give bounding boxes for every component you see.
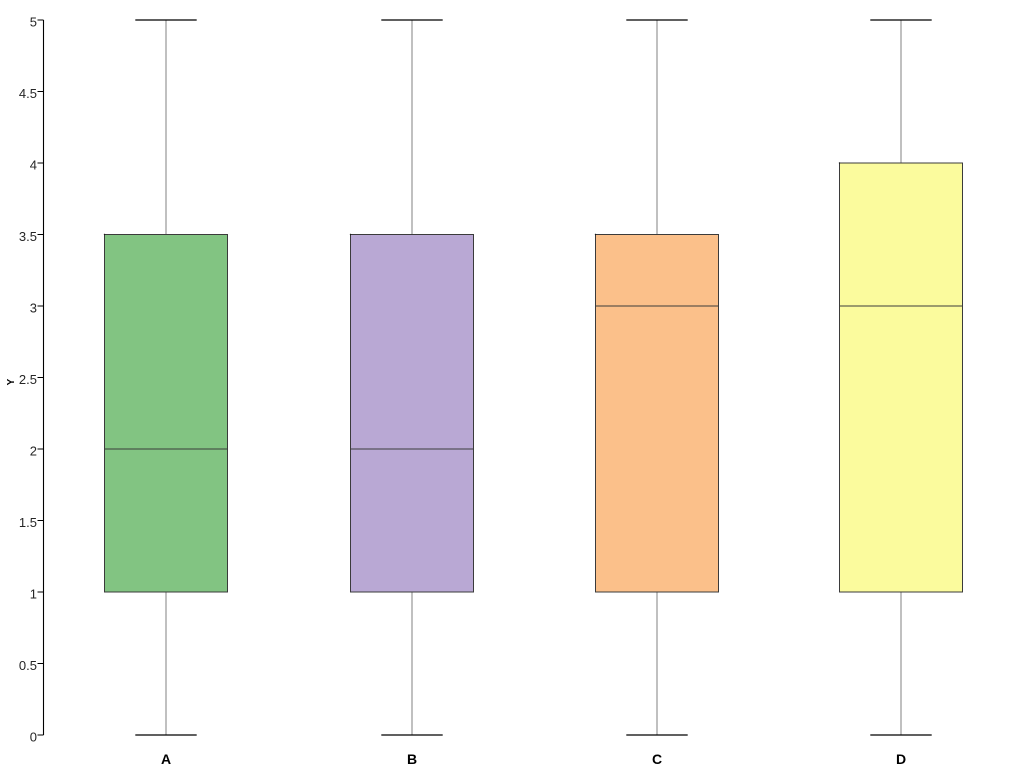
svg-text:Y: Y	[6, 378, 17, 385]
svg-text:5: 5	[30, 15, 37, 30]
svg-text:B: B	[407, 751, 417, 767]
svg-text:1.5: 1.5	[19, 515, 37, 530]
svg-text:4: 4	[30, 158, 37, 173]
svg-text:2.5: 2.5	[19, 372, 37, 387]
svg-text:0: 0	[30, 730, 37, 745]
svg-text:D: D	[896, 751, 906, 767]
svg-text:4.5: 4.5	[19, 86, 37, 101]
svg-text:0.5: 0.5	[19, 658, 37, 673]
svg-text:2: 2	[30, 444, 37, 459]
svg-text:3.5: 3.5	[19, 229, 37, 244]
svg-text:A: A	[161, 751, 171, 767]
svg-text:1: 1	[30, 587, 37, 602]
svg-text:3: 3	[30, 301, 37, 316]
svg-text:C: C	[652, 751, 662, 767]
